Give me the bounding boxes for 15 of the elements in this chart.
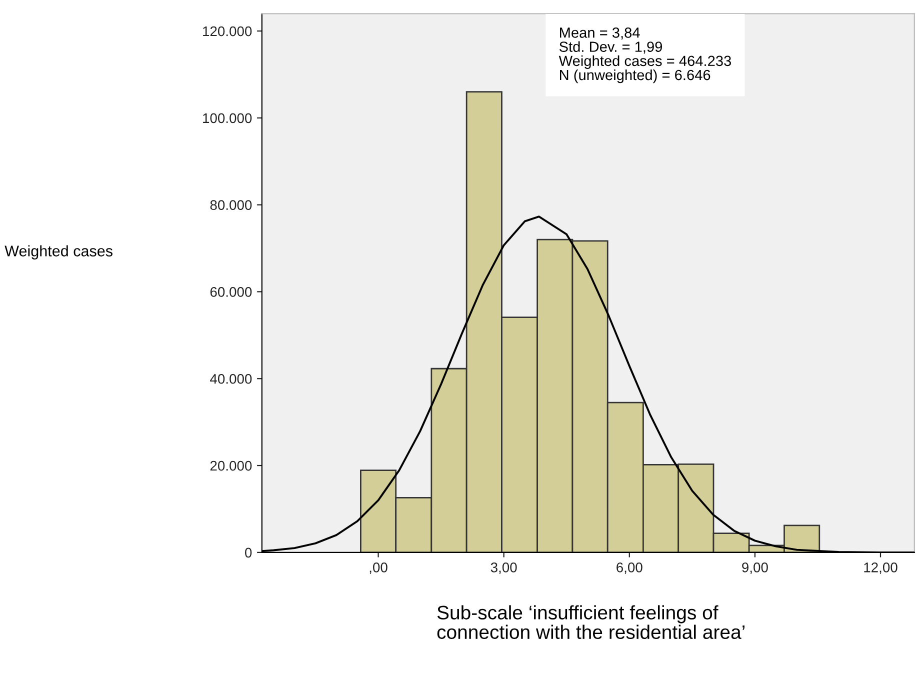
y-tick-label: 20.000 [210, 460, 252, 471]
x-axis-title: Sub-scale ‘insufficient feelings of connection with the residential area’ [437, 605, 744, 640]
x-tick-label: 3,00 [490, 562, 517, 574]
x-tick-label: ,00 [370, 562, 388, 574]
y-tick-label: 60.000 [210, 287, 252, 297]
y-tick-label: 40.000 [210, 374, 252, 384]
x-tick-label: 9,00 [742, 562, 768, 574]
y-tick-label: 120.000 [203, 26, 252, 36]
text: Weighted cases [4, 245, 112, 260]
y-tick-label: 0 [245, 548, 252, 558]
x-tick-label: 6,00 [616, 562, 642, 574]
annotation: Mean = 3,84 Std. Dev. = 1,99 Weighted cases = 464.233 N (unweighted) = 6.646 [558, 27, 731, 84]
y-tick-label: 80.000 [210, 200, 252, 210]
x-tick-label: 12,00 [864, 562, 898, 574]
y-tick-label: 100.000 [203, 113, 252, 124]
